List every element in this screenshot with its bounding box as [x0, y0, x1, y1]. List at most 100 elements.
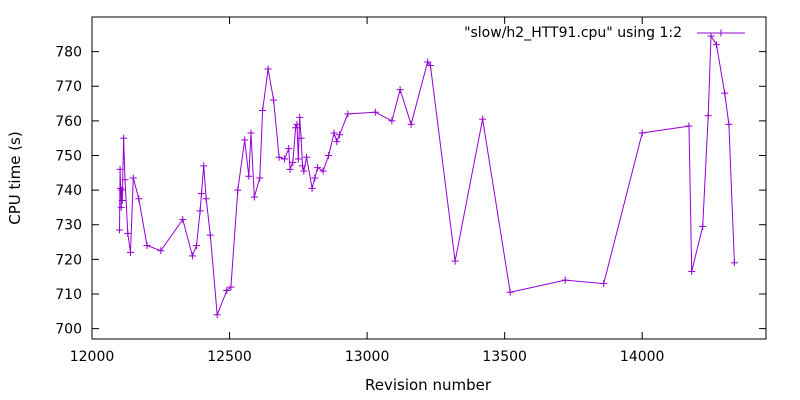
- data-point: [506, 288, 514, 296]
- data-point: [234, 186, 242, 194]
- data-point: [256, 174, 264, 182]
- data-point: [638, 129, 646, 137]
- data-point: [298, 162, 306, 170]
- data-point: [179, 216, 187, 224]
- plot-frame: [91, 16, 767, 340]
- data-point: [308, 184, 316, 192]
- data-point: [699, 222, 707, 230]
- data-point: [396, 86, 404, 94]
- y-axis: 700 710 720 730 740 750 760 770 780: [55, 45, 766, 338]
- data-point: [193, 242, 201, 250]
- y-tick-label: 700: [55, 322, 82, 338]
- data-point: [121, 176, 129, 184]
- data-point: [188, 252, 196, 260]
- data-point: [600, 280, 608, 288]
- y-tick-label: 740: [55, 183, 82, 199]
- data-point: [196, 207, 204, 215]
- data-point: [143, 242, 151, 250]
- data-point: [721, 89, 729, 97]
- data-point: [250, 193, 258, 201]
- data-point: [294, 155, 302, 163]
- x-tick-label: 13000: [345, 349, 390, 365]
- data-point: [704, 112, 712, 120]
- legend-marker: [717, 29, 725, 37]
- data-point: [259, 106, 267, 114]
- x-tick-label: 14000: [620, 349, 665, 365]
- data-point: [264, 65, 272, 73]
- y-tick-label: 780: [55, 45, 82, 61]
- y-tick-label: 760: [55, 114, 82, 130]
- data-point: [206, 231, 214, 239]
- data-point: [116, 165, 124, 173]
- data-point: [127, 248, 135, 256]
- data-point: [371, 108, 379, 116]
- data-point: [407, 120, 415, 128]
- data-point: [561, 276, 569, 284]
- data-point: [120, 134, 128, 142]
- x-axis-title: Revision number: [365, 376, 492, 394]
- data-point: [200, 162, 208, 170]
- data-point: [116, 226, 124, 234]
- data-point: [270, 96, 278, 104]
- data-point: [117, 184, 125, 192]
- x-tick-label: 13500: [482, 349, 527, 365]
- data-point: [330, 129, 338, 137]
- data-point: [292, 124, 300, 132]
- data-point: [245, 172, 253, 180]
- x-tick-label: 12000: [70, 349, 115, 365]
- x-tick-label: 12500: [207, 349, 252, 365]
- y-tick-label: 720: [55, 252, 82, 268]
- data-point: [300, 167, 308, 175]
- data-point: [213, 311, 221, 319]
- data-point: [197, 190, 205, 198]
- legend: "slow/h2_HTT91.cpu" using 1:2: [464, 25, 745, 41]
- data-point: [685, 122, 693, 130]
- series-layer: [116, 32, 738, 319]
- data-point: [118, 186, 126, 194]
- data-point: [227, 283, 235, 291]
- x-axis: 12000 12500 13000 13500 14000: [70, 17, 665, 365]
- data-point: [336, 131, 344, 139]
- data-point: [325, 151, 333, 159]
- legend-label: "slow/h2_HTT91.cpu" using 1:2: [464, 25, 682, 41]
- data-point: [289, 158, 297, 166]
- y-tick-label: 770: [55, 79, 82, 95]
- data-point: [286, 165, 294, 173]
- data-point: [223, 287, 231, 295]
- y-tick-label: 750: [55, 148, 82, 164]
- data-point: [725, 120, 733, 128]
- data-point: [297, 134, 305, 142]
- data-point: [479, 115, 487, 123]
- data-point: [117, 203, 125, 211]
- data-point: [451, 257, 459, 265]
- y-tick-label: 710: [55, 287, 82, 303]
- series-line: [119, 34, 735, 315]
- data-point: [241, 136, 249, 144]
- data-point: [333, 138, 341, 146]
- data-point: [202, 195, 210, 203]
- data-point: [129, 174, 137, 182]
- y-axis-title: CPU time (s): [6, 131, 24, 224]
- data-point: [712, 41, 720, 49]
- data-point: [388, 117, 396, 125]
- y-tick-label: 730: [55, 218, 82, 234]
- data-point: [344, 110, 352, 118]
- data-point: [314, 164, 322, 172]
- data-point: [281, 155, 289, 163]
- data-point: [707, 32, 715, 40]
- data-point: [275, 153, 283, 161]
- data-point: [730, 259, 738, 267]
- data-point: [293, 120, 301, 128]
- data-point: [157, 247, 165, 255]
- data-point: [247, 129, 255, 137]
- data-point: [124, 229, 132, 237]
- data-point: [311, 174, 319, 182]
- data-point: [135, 195, 143, 203]
- data-point: [285, 145, 293, 153]
- data-point: [426, 61, 434, 69]
- data-point: [303, 153, 311, 161]
- data-point: [296, 113, 304, 121]
- data-point: [319, 167, 327, 175]
- data-point: [688, 267, 696, 275]
